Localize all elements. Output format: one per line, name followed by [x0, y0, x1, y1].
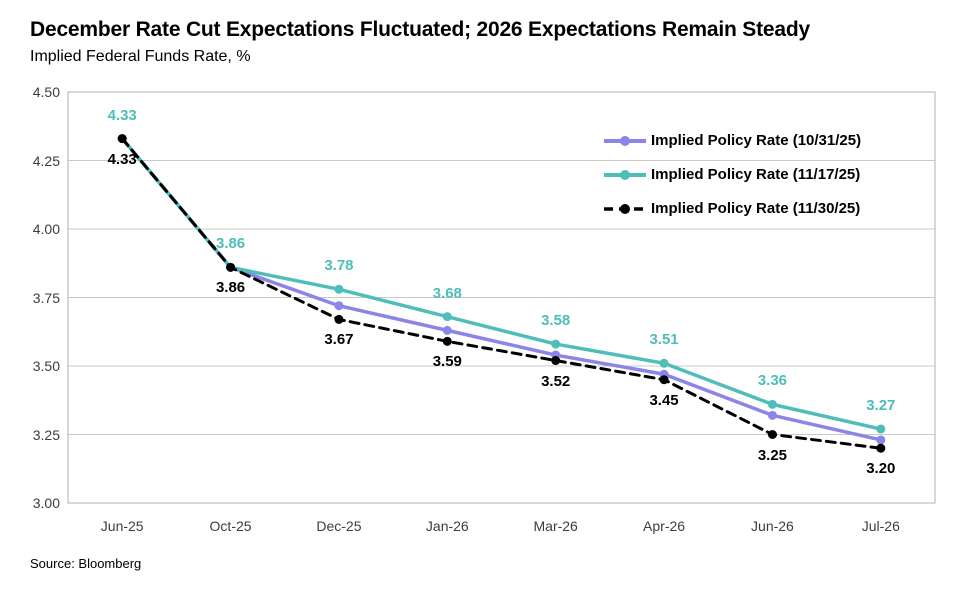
series-marker-1 — [767, 399, 777, 409]
legend: Implied Policy Rate (10/31/25) Implied Po… — [603, 129, 861, 220]
legend-label: Implied Policy Rate (11/17/25) — [651, 166, 861, 183]
plot-border — [67, 91, 936, 504]
x-tick-label: Apr-26 — [643, 518, 686, 534]
x-tick-label: Mar-26 — [533, 518, 578, 534]
legend-swatch-icon — [604, 135, 646, 146]
series-marker-1 — [551, 339, 561, 349]
x-tick-label: Jun-26 — [751, 518, 794, 534]
y-tick-label: 4.25 — [32, 152, 60, 169]
series-marker-0 — [334, 301, 344, 311]
series-marker-2 — [767, 430, 777, 439]
series-line-2 — [120, 137, 883, 450]
series-marker-1 — [334, 284, 344, 294]
legend-swatch-icon — [604, 169, 646, 180]
x-tick-label: Jan-26 — [425, 518, 469, 534]
y-tick-label: 4.50 — [32, 84, 60, 100]
series-marker-2 — [334, 314, 344, 324]
x-tick-label: Dec-25 — [316, 518, 362, 534]
data-label: 3.45 — [649, 391, 679, 409]
data-label: 3.51 — [649, 331, 679, 349]
data-label: 3.27 — [866, 397, 896, 415]
legend-swatch-icon — [604, 203, 646, 214]
series-line-1 — [120, 136, 883, 431]
legend-item-2: Implied Policy Rate (11/30/25) — [603, 197, 861, 220]
chart-title: December Rate Cut Expectations Fluctuate… — [30, 18, 810, 41]
legend-item-0: Implied Policy Rate (10/31/25) — [603, 129, 861, 152]
x-tick-label: Jun-25 — [100, 518, 144, 534]
y-tick-label: 3.75 — [32, 289, 60, 306]
series-marker-2 — [117, 134, 127, 144]
series-marker-1 — [442, 312, 452, 322]
data-label: 3.86 — [215, 279, 246, 297]
series-marker-1 — [659, 358, 669, 368]
x-tick-label: Jul-26 — [861, 518, 900, 534]
data-label: 3.78 — [324, 257, 354, 275]
y-tick-label: 3.00 — [32, 495, 60, 511]
chart-subtitle: Implied Federal Funds Rate, % — [30, 48, 251, 65]
data-label: 3.59 — [432, 353, 462, 371]
data-label: 3.52 — [541, 372, 571, 390]
data-label: 3.86 — [215, 235, 246, 253]
source-note: Source: Bloomberg — [30, 556, 142, 571]
data-label: 4.33 — [107, 150, 137, 168]
data-label: 3.67 — [324, 331, 354, 349]
series-marker-2 — [551, 356, 561, 366]
series-marker-1 — [876, 424, 886, 434]
series-marker-0 — [442, 325, 452, 335]
series-marker-2 — [659, 375, 669, 385]
data-label: 3.20 — [866, 460, 896, 478]
series-marker-2 — [442, 336, 452, 346]
series-line-0 — [120, 136, 883, 442]
legend-label: Implied Policy Rate (11/30/25) — [651, 200, 861, 217]
series-marker-2 — [876, 443, 886, 453]
y-tick-label: 3.25 — [32, 426, 60, 443]
series-marker-0 — [876, 435, 886, 445]
data-label: 3.36 — [757, 372, 788, 390]
series-marker-0 — [767, 410, 777, 420]
data-label: 3.58 — [541, 312, 571, 330]
data-label: 3.68 — [432, 284, 462, 302]
data-label: 3.25 — [757, 446, 788, 464]
y-tick-label: 4.00 — [32, 221, 60, 237]
series-marker-2 — [226, 262, 236, 272]
data-label: 4.33 — [107, 106, 137, 124]
x-tick-label: Oct-25 — [209, 518, 252, 534]
legend-item-1: Implied Policy Rate (11/17/25) — [603, 163, 861, 186]
legend-label: Implied Policy Rate (10/31/25) — [651, 132, 862, 149]
y-tick-label: 3.50 — [32, 358, 60, 374]
